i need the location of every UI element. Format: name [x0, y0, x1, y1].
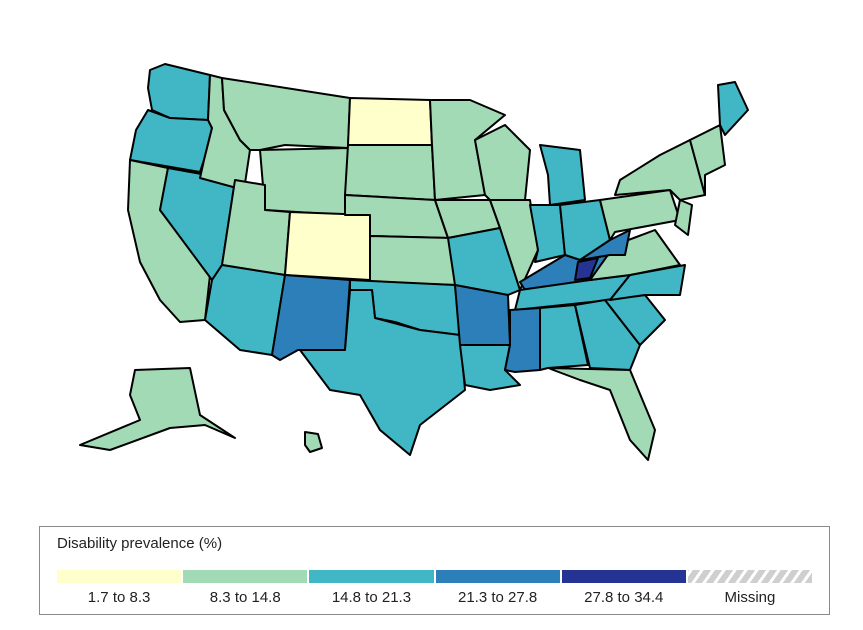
state-pennsylvania — [599, 189, 681, 241]
state-maine — [717, 81, 749, 136]
legend-swatches — [57, 570, 813, 583]
state-alaska — [79, 367, 236, 451]
legend-swatch-2 — [183, 570, 308, 583]
state-west-virginia — [579, 229, 631, 261]
us-choropleth-map — [79, 63, 749, 461]
state-new-mexico — [271, 274, 351, 361]
state-mississippi — [504, 307, 541, 373]
state-north-dakota — [347, 97, 433, 146]
state-indiana — [529, 204, 566, 263]
legend-swatch-4 — [435, 570, 560, 583]
state-new-england — [689, 124, 726, 196]
state-texas — [299, 289, 466, 456]
state-illinois — [489, 199, 539, 291]
state-new-jersey — [674, 199, 693, 236]
state-arkansas — [454, 284, 511, 346]
state-south-dakota — [344, 144, 436, 201]
legend-title: Disability prevalence (%) — [57, 535, 223, 552]
state-hawaii — [304, 431, 323, 453]
legend: Disability prevalence (%) 1.7 to 8.3 8.3… — [39, 526, 830, 615]
state-washington — [147, 63, 211, 121]
legend-swatch-5 — [561, 570, 686, 583]
state-north-carolina — [609, 264, 686, 301]
legend-swatch-missing — [687, 570, 813, 583]
legend-label-3: 14.8 to 21.3 — [331, 589, 412, 606]
legend-label-4: 21.3 to 27.8 — [457, 589, 538, 606]
state-alabama — [539, 304, 589, 371]
state-missouri — [447, 227, 521, 296]
legend-label-2: 8.3 to 14.8 — [209, 589, 281, 606]
state-michigan — [539, 144, 586, 206]
state-kentucky-hotspot — [574, 257, 599, 281]
legend-labels: 1.7 to 8.3 8.3 to 14.8 14.8 to 21.3 21.3… — [57, 589, 812, 606]
state-new-york — [614, 139, 706, 201]
legend-swatch-3 — [309, 570, 434, 583]
state-florida — [547, 367, 656, 461]
legend-label-5: 27.8 to 34.4 — [584, 589, 664, 606]
state-georgia — [574, 299, 641, 371]
legend-label-1: 1.7 to 8.3 — [87, 589, 151, 606]
state-wyoming — [259, 147, 349, 216]
legend-label-missing: Missing — [724, 589, 776, 606]
state-arizona — [204, 264, 286, 356]
state-wisconsin — [474, 124, 531, 201]
state-colorado — [284, 211, 371, 281]
legend-swatch-1 — [57, 570, 182, 583]
state-montana — [221, 77, 351, 151]
state-kansas — [369, 235, 456, 286]
